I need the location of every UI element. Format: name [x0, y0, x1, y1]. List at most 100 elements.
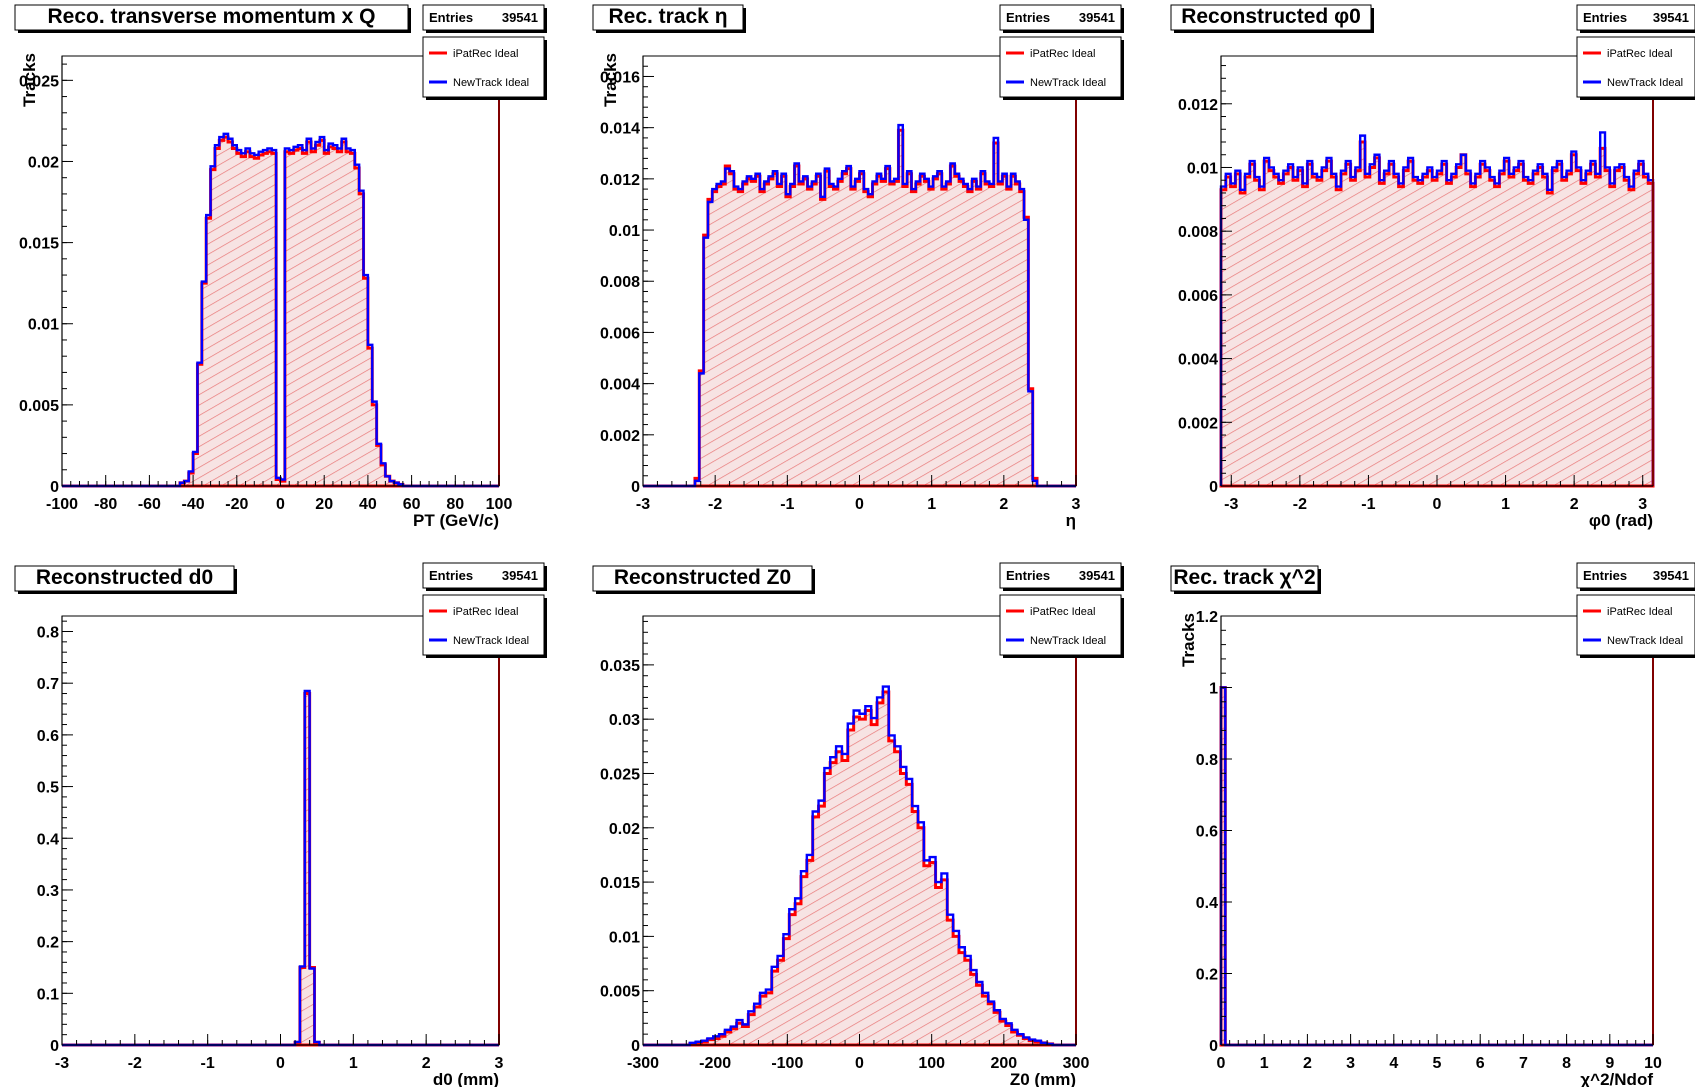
histogram-newtrack	[643, 123, 1076, 488]
title-box	[592, 565, 813, 592]
y-tick-label: 0.012	[1178, 97, 1218, 114]
x-tick-label: 5	[1433, 1055, 1442, 1072]
chart-title: Reconstructed φ0	[1181, 5, 1361, 28]
y-tick-label: 0.005	[600, 984, 640, 1001]
chart-title: Reco. transverse momentum x Q	[48, 5, 376, 28]
stats-box	[422, 4, 545, 31]
x-tick-label: 3	[1346, 1055, 1355, 1072]
x-axis-label: Z0 (mm)	[1010, 1070, 1076, 1087]
stats-box	[999, 562, 1122, 589]
y-tick-label: 0	[50, 479, 59, 496]
y-tick-label: 0.008	[1178, 224, 1218, 241]
x-tick-label: 10	[1644, 1055, 1662, 1072]
x-tick-label: -3	[1224, 496, 1238, 513]
legend-label-newtrack: NewTrack Ideal	[453, 635, 529, 647]
x-tick-label: 2	[999, 496, 1008, 513]
entries-value: 39541	[502, 568, 538, 583]
histogram-panel-1: 0 0.005 0.01 0.015 0.02 0.025 -100 -80 -60 -40 -20…	[14, 4, 547, 530]
plot-frame	[61, 55, 500, 487]
y-tick-label: 0.014	[600, 121, 640, 138]
x-tick-label: -300	[627, 1055, 659, 1072]
chart-title: Rec. track η	[608, 5, 727, 28]
y-tick-label: 0	[1209, 1038, 1218, 1055]
title-box	[592, 4, 744, 31]
x-tick-label: 40	[359, 496, 377, 513]
stats-box	[1576, 562, 1695, 589]
x-tick-label: 3	[495, 1055, 504, 1072]
histogram-panel-6: 0 0.2 0.4 0.6 0.8 1 1.2 0 1 2 3 4 5 6 7 8 9 10χ^2/Ndof Tra…	[1170, 562, 1695, 1087]
x-tick-label: -1	[780, 496, 794, 513]
histogram-ipatrec	[1219, 140, 1655, 488]
y-tick-label: 0.5	[37, 780, 59, 797]
x-tick-label: 0	[276, 496, 285, 513]
x-tick-label: -40	[182, 496, 205, 513]
y-tick-label: 0.03	[609, 712, 640, 729]
x-tick-label: -100	[771, 1055, 803, 1072]
legend-box	[999, 36, 1122, 98]
y-tick-label: 0	[1209, 479, 1218, 496]
y-tick-label: 0.035	[600, 658, 640, 675]
entries-label: Entries	[1006, 10, 1050, 25]
entries-label: Entries	[429, 568, 473, 583]
histogram-panel-2: 0 0.002 0.004 0.006 0.008 0.01 0.012 0.014 0.016…	[592, 4, 1124, 530]
y-tick-label: 0.01	[1187, 160, 1218, 177]
x-tick-label: 2	[1303, 1055, 1312, 1072]
title-box	[1170, 565, 1319, 592]
legend-label-ipatrec: iPatRec Ideal	[1030, 48, 1095, 60]
chart-title: Reconstructed Z0	[614, 566, 791, 589]
x-tick-label: 0	[1433, 496, 1442, 513]
entries-label: Entries	[1583, 568, 1627, 583]
y-tick-label: 0.004	[1178, 352, 1218, 369]
legend-box	[422, 594, 545, 656]
x-tick-label: -3	[636, 496, 650, 513]
x-tick-label: 0	[276, 1055, 285, 1072]
entries-value: 39541	[1079, 568, 1115, 583]
histogram-newtrack	[1219, 131, 1655, 486]
y-tick-label: 0.4	[1196, 895, 1218, 912]
y-tick-label: 1.2	[1196, 609, 1218, 626]
x-axis-label: η	[1066, 511, 1076, 530]
x-tick-label: 1	[1501, 496, 1510, 513]
x-tick-label: 2	[422, 1055, 431, 1072]
y-tick-label: 0.025	[600, 766, 640, 783]
y-tick-label: 0.006	[1178, 288, 1218, 305]
x-tick-label: 1	[1260, 1055, 1269, 1072]
entries-label: Entries	[429, 10, 473, 25]
chart-title: Rec. track χ^2	[1173, 566, 1315, 589]
legend-box	[422, 36, 545, 98]
legend-box	[1576, 36, 1695, 98]
x-tick-label: 8	[1562, 1055, 1571, 1072]
histogram-panel-4: 0 0.1 0.2 0.3 0.4 0.5 0.6 0.7 0.8 -3 -2 -1 0 1 2 3d0 (m…	[14, 562, 547, 1087]
x-tick-label: 60	[403, 496, 421, 513]
legend-box	[1576, 594, 1695, 656]
x-tick-label: 1	[927, 496, 936, 513]
entries-value: 39541	[1653, 10, 1689, 25]
stats-box	[1576, 4, 1695, 31]
y-tick-label: 0.002	[1178, 415, 1218, 432]
x-tick-label: -1	[201, 1055, 215, 1072]
x-axis-label: PT (GeV/c)	[413, 511, 499, 530]
plot-frame	[1220, 615, 1654, 1046]
x-tick-label: -2	[1293, 496, 1307, 513]
entries-value: 39541	[1653, 568, 1689, 583]
x-tick-label: 2	[1570, 496, 1579, 513]
legend-label-ipatrec: iPatRec Ideal	[1030, 606, 1095, 618]
x-tick-label: -60	[138, 496, 161, 513]
x-axis-label: φ0 (rad)	[1589, 511, 1653, 530]
y-tick-label: 0.2	[37, 935, 59, 952]
y-tick-label: 0	[50, 1038, 59, 1055]
y-tick-label: 0.005	[19, 398, 59, 415]
y-tick-label: 0.006	[600, 325, 640, 342]
x-tick-label: 3	[1072, 496, 1081, 513]
x-tick-label: 100	[486, 496, 513, 513]
legend-label-ipatrec: iPatRec Ideal	[453, 48, 518, 60]
plot-frame	[61, 615, 500, 1046]
y-tick-label: 0	[631, 479, 640, 496]
entries-value: 39541	[502, 10, 538, 25]
y-tick-label: 0	[631, 1038, 640, 1055]
legend-label-newtrack: NewTrack Ideal	[1607, 635, 1683, 647]
x-tick-label: 4	[1389, 1055, 1398, 1072]
stats-box	[999, 4, 1122, 31]
legend-box	[999, 594, 1122, 656]
x-tick-label: 100	[918, 1055, 945, 1072]
